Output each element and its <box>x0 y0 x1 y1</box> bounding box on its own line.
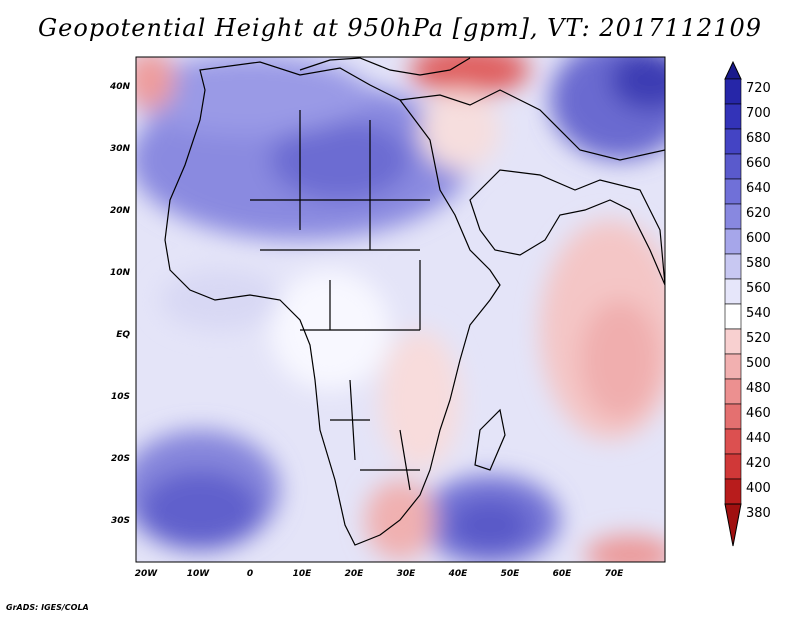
colorbar-label: 480 <box>746 381 771 396</box>
colorbar-label: 540 <box>746 306 771 321</box>
lon-tick-label: 50E <box>501 569 521 579</box>
colorbar-label: 560 <box>746 281 771 296</box>
lon-tick-label: 10E <box>293 569 313 579</box>
lat-tick-label: 40N <box>109 82 131 92</box>
geopotential-field <box>136 57 665 562</box>
colorbar-label: 600 <box>746 231 771 246</box>
lon-tick-label: 40E <box>448 569 469 579</box>
colorbar-segment <box>724 253 742 280</box>
map-frame <box>135 56 666 563</box>
colorbar-segment <box>724 278 742 305</box>
lat-tick-label: 20N <box>110 206 131 216</box>
colorbar-label: 660 <box>746 156 771 171</box>
colorbar-segment <box>724 378 742 405</box>
colorbar-label: 680 <box>746 131 771 146</box>
lat-tick-label: 20S <box>111 454 130 464</box>
lat-tick-label: 10S <box>111 392 130 402</box>
lon-tick-label: 20E <box>345 569 365 579</box>
colorbar-segment <box>724 128 742 155</box>
colorbar-segment <box>724 453 742 480</box>
colorbar-segment <box>724 353 742 380</box>
lat-tick-label: 30S <box>111 516 130 526</box>
lat-tick-label: 30N <box>110 144 131 154</box>
colorbar-label: 640 <box>746 181 771 196</box>
colorbar-segment <box>724 203 742 230</box>
colorbar-label: 380 <box>746 506 771 521</box>
lon-tick-label: 10W <box>187 569 211 579</box>
lon-tick-label: 60E <box>553 569 573 579</box>
footer-credit: GrADS: IGES/COLA <box>6 603 89 612</box>
colorbar-segment <box>724 103 742 130</box>
colorbar-segment <box>724 328 742 355</box>
lat-tick-label: EQ <box>116 330 130 340</box>
map-title: Geopotential Height at 950hPa [gpm], VT:… <box>38 14 762 42</box>
colorbar-segment <box>724 303 742 330</box>
colorbar-segment <box>724 178 742 205</box>
colorbar-label: 440 <box>746 431 771 446</box>
lon-tick-label: 70E <box>605 569 625 579</box>
lon-tick-label: 0 <box>247 569 253 579</box>
latitude-ticks: 40N 30N 20N 10N EQ 10S 20S 30S <box>109 82 131 526</box>
colorbar-label: 420 <box>746 456 771 471</box>
colorbar-top-triangle <box>724 60 742 80</box>
longitude-ticks: 20W 10W 0 10E 20E 30E 40E 50E 60E 70E <box>135 569 624 579</box>
lon-tick-label: 30E <box>397 569 417 579</box>
lat-tick-label: 10N <box>110 268 131 278</box>
colorbar-label: 580 <box>746 256 771 271</box>
colorbar-segment <box>724 478 742 505</box>
colorbar-segment <box>724 78 742 105</box>
colorbar-segment <box>724 153 742 180</box>
colorbar-label: 720 <box>746 81 771 96</box>
colorbar-label: 460 <box>746 406 771 421</box>
colorbar-label: 620 <box>746 206 771 221</box>
colorbar-segment <box>724 403 742 430</box>
colorbar-segment <box>724 428 742 455</box>
colorbar-segment <box>724 228 742 255</box>
colorbar-label: 520 <box>746 331 771 346</box>
colorbar-bottom-triangle <box>724 503 742 547</box>
lon-tick-label: 20W <box>135 569 159 579</box>
colorbar-label: 500 <box>746 356 771 371</box>
colorbar: 720 700 680 660 640 620 600 580 560 540 … <box>724 60 771 547</box>
colorbar-label: 400 <box>746 481 771 496</box>
colorbar-label: 700 <box>746 106 771 121</box>
coastlines <box>164 57 665 546</box>
